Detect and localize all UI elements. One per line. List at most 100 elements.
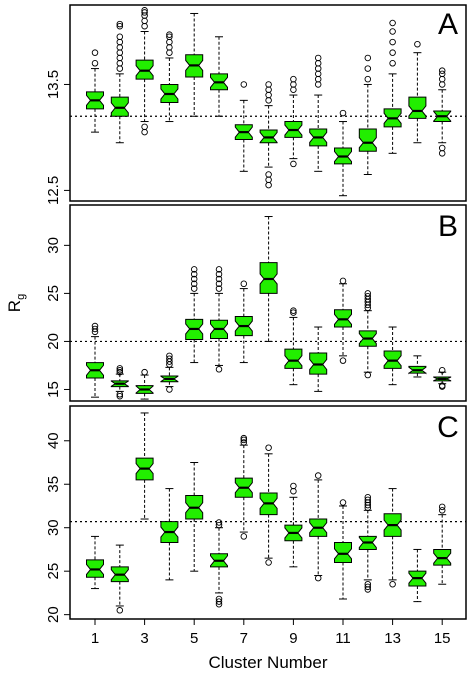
panel-b-box-cluster-12 <box>358 290 377 379</box>
panel-c-outlier-15-1 <box>438 503 446 511</box>
panel-b-outlier-5-4 <box>190 266 198 273</box>
panel-a-box-cluster-10 <box>309 54 328 172</box>
panel-b-outlier-15-2 <box>438 383 446 390</box>
panel-b-marks: 15 20 25 30 <box>45 216 466 400</box>
panel-b-outlier-6-0 <box>215 285 223 292</box>
panel-c-box-cluster-3 <box>135 412 154 520</box>
panel-a-outlier-7-0 <box>240 81 248 88</box>
panel-a-marks: 12.5 13.5 <box>45 7 466 205</box>
panel-a-frame <box>69 4 467 202</box>
panel-c-y-tick-label-4: 40 <box>45 432 62 449</box>
panel-c-outlier-6-0 <box>215 521 223 529</box>
panel-a-outlier-8-2 <box>265 86 272 94</box>
panel-b-y-tick-label-3: 30 <box>45 237 62 254</box>
panel-a-outlier-15-2 <box>438 70 446 78</box>
panel-c-outlier-7-2 <box>240 434 248 442</box>
panel-c-marks: 20 25 30 35 40 <box>45 412 466 623</box>
panel-a-outlier-14-0 <box>414 40 421 48</box>
panel-a-box-cluster-4 <box>160 31 179 123</box>
panel-a-outlier-9-2 <box>290 75 297 83</box>
x-tick-label-0: 1 <box>91 630 99 647</box>
panel-c-outlier-8-1 <box>265 559 272 566</box>
panel-c-box-cluster-15 <box>433 503 452 585</box>
panel-c-label: C <box>437 411 459 444</box>
panel-c-outlier-8-0 <box>265 444 272 451</box>
panel-a-box-cluster-12 <box>358 54 377 176</box>
panel-b-outlier-2-4 <box>116 392 124 400</box>
panel-b-outlier-4-3 <box>166 352 173 360</box>
panel-a-outlier-13-2 <box>389 38 396 46</box>
panel-b-box-cluster-3 <box>135 368 154 400</box>
panel-c-box-cluster-1 <box>86 535 104 590</box>
panel-b-outlier-15-0 <box>438 367 446 374</box>
y-axis-title-main: R <box>5 300 24 312</box>
x-tick-label-6: 13 <box>384 630 401 647</box>
panel-a: A 12.5 13.5 <box>45 4 467 205</box>
y-axis-title: Rg <box>5 294 27 312</box>
panel-a-outlier-1-0 <box>91 60 99 67</box>
panel-b-outlier-4-4 <box>166 386 173 393</box>
x-tick-label-7: 15 <box>434 630 451 647</box>
x-tick-label-3: 7 <box>240 630 248 647</box>
panel-b-outlier-12-6 <box>364 371 372 379</box>
panel-a-box-cluster-1 <box>86 49 104 133</box>
panel-a-outlier-8-0 <box>265 97 272 104</box>
panel-b-box-cluster-9 <box>284 307 303 386</box>
panel-b-outlier-11-1 <box>339 357 347 364</box>
panel-c-box-cluster-10 <box>309 472 328 582</box>
panel-b-box-cluster-13 <box>383 326 402 386</box>
panel-b-outlier-3-0 <box>141 368 148 376</box>
panel-a-outlier-3-0 <box>141 22 148 30</box>
panel-b-box-cluster-11 <box>334 277 352 364</box>
y-axis-title-subscript: g <box>15 294 27 300</box>
panel-c-outlier-2-0 <box>116 607 124 614</box>
panel-c-outlier-12-3 <box>364 496 372 504</box>
panel-a-box-cluster-6 <box>210 36 228 117</box>
panel-a-outlier-8-1 <box>265 91 272 99</box>
panel-a-box-cluster-3 <box>135 7 154 136</box>
panel-a-outlier-12-0 <box>364 75 372 83</box>
panel-a-outlier-8-5 <box>265 176 272 184</box>
panel-a-outlier-3-1 <box>141 17 148 25</box>
panel-b-outlier-9-1 <box>290 307 297 314</box>
panel-a-outlier-4-4 <box>166 31 173 38</box>
panel-b-outlier-6-2 <box>215 275 223 283</box>
x-tick-label-2: 5 <box>190 630 198 647</box>
panel-a-outlier-15-5 <box>438 150 446 157</box>
x-tick-label-1: 3 <box>140 630 148 647</box>
panel-a-outlier-2-5 <box>116 38 124 46</box>
panel-c-box-cluster-6 <box>210 519 228 608</box>
panel-a-outlier-3-6 <box>141 128 148 136</box>
panel-b-outlier-6-5 <box>215 366 223 373</box>
panel-a-outlier-9-1 <box>290 81 297 88</box>
panel-c-outlier-7-3 <box>240 533 248 540</box>
panel-a-outlier-2-4 <box>116 44 124 51</box>
panel-c-box-body-11 <box>334 541 352 563</box>
panel-a-outlier-8-3 <box>265 81 272 88</box>
panel-c-y-tick-label-1: 25 <box>45 563 62 580</box>
panel-c-outlier-12-6 <box>364 583 372 591</box>
panel-c-box-cluster-13 <box>383 488 402 588</box>
panel-c-outlier-9-1 <box>290 482 297 490</box>
panel-b-box-cluster-14 <box>408 355 427 378</box>
panel-c-outlier-6-4 <box>215 600 223 608</box>
panel-c-box-cluster-14 <box>408 548 427 603</box>
panel-c-outlier-12-4 <box>364 494 372 501</box>
panel-a-box-cluster-7 <box>234 81 253 172</box>
panel-a-outlier-4-0 <box>166 49 173 56</box>
panel-b-outlier-2-1 <box>116 367 124 374</box>
panel-a-outlier-4-2 <box>166 38 173 46</box>
panel-a-outlier-2-1 <box>116 60 124 67</box>
panel-a-outlier-10-1 <box>314 75 322 83</box>
panel-a-box-body-12 <box>358 128 377 152</box>
panel-a-outlier-8-6 <box>265 181 272 189</box>
panel-a-outlier-2-6 <box>116 33 124 41</box>
x-tick-label-4: 9 <box>289 630 297 647</box>
panel-a-outlier-9-3 <box>290 160 297 168</box>
panel-b-y-tick-label-1: 20 <box>45 333 62 350</box>
panel-c-outlier-11-0 <box>339 499 347 506</box>
panel-b-outlier-6-4 <box>215 266 223 273</box>
panel-c-y-tick-label-2: 30 <box>45 519 62 536</box>
panel-c-outlier-6-1 <box>215 519 223 526</box>
panel-a-outlier-10-4 <box>314 60 322 67</box>
